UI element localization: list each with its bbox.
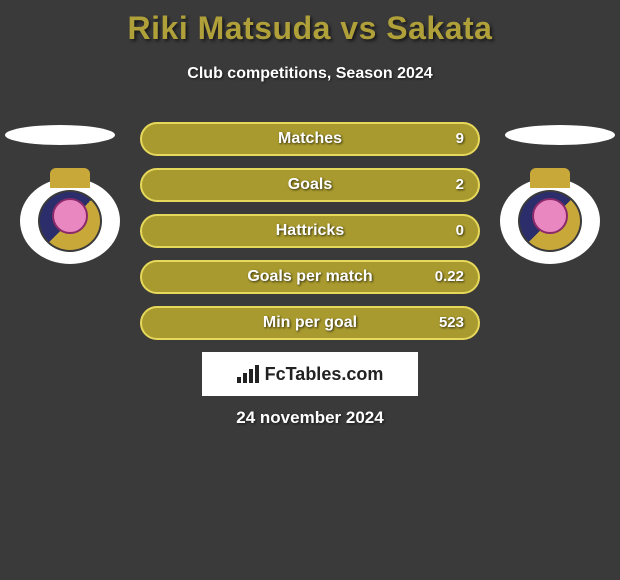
logo-text: FcTables.com xyxy=(265,364,384,385)
stat-value: 0 xyxy=(456,216,464,246)
badge-crown-icon xyxy=(530,168,570,188)
stat-label: Matches xyxy=(142,124,478,154)
stat-label: Min per goal xyxy=(142,308,478,338)
subtitle: Club competitions, Season 2024 xyxy=(0,65,620,83)
badge-flower-icon xyxy=(52,198,88,234)
stat-row-matches: Matches 9 xyxy=(140,122,480,156)
badge-flower-icon xyxy=(532,198,568,234)
stat-label: Goals per match xyxy=(142,262,478,292)
club-badge-right xyxy=(500,178,600,264)
stats-panel: Matches 9 Goals 2 Hattricks 0 Goals per … xyxy=(140,122,480,352)
stat-value: 0.22 xyxy=(435,262,464,292)
club-badge-left xyxy=(20,178,120,264)
page-title: Riki Matsuda vs Sakata xyxy=(0,0,620,47)
stat-value: 523 xyxy=(439,308,464,338)
stat-row-hattricks: Hattricks 0 xyxy=(140,214,480,248)
stat-label: Goals xyxy=(142,170,478,200)
stat-row-goals: Goals 2 xyxy=(140,168,480,202)
stat-label: Hattricks xyxy=(142,216,478,246)
stat-value: 9 xyxy=(456,124,464,154)
stat-value: 2 xyxy=(456,170,464,200)
badge-crown-icon xyxy=(50,168,90,188)
source-logo: FcTables.com xyxy=(202,352,418,396)
date-label: 24 november 2024 xyxy=(0,408,620,428)
player-ellipse-left xyxy=(5,125,115,145)
bar-chart-icon xyxy=(237,365,259,383)
stat-row-goals-per-match: Goals per match 0.22 xyxy=(140,260,480,294)
stat-row-min-per-goal: Min per goal 523 xyxy=(140,306,480,340)
player-ellipse-right xyxy=(505,125,615,145)
